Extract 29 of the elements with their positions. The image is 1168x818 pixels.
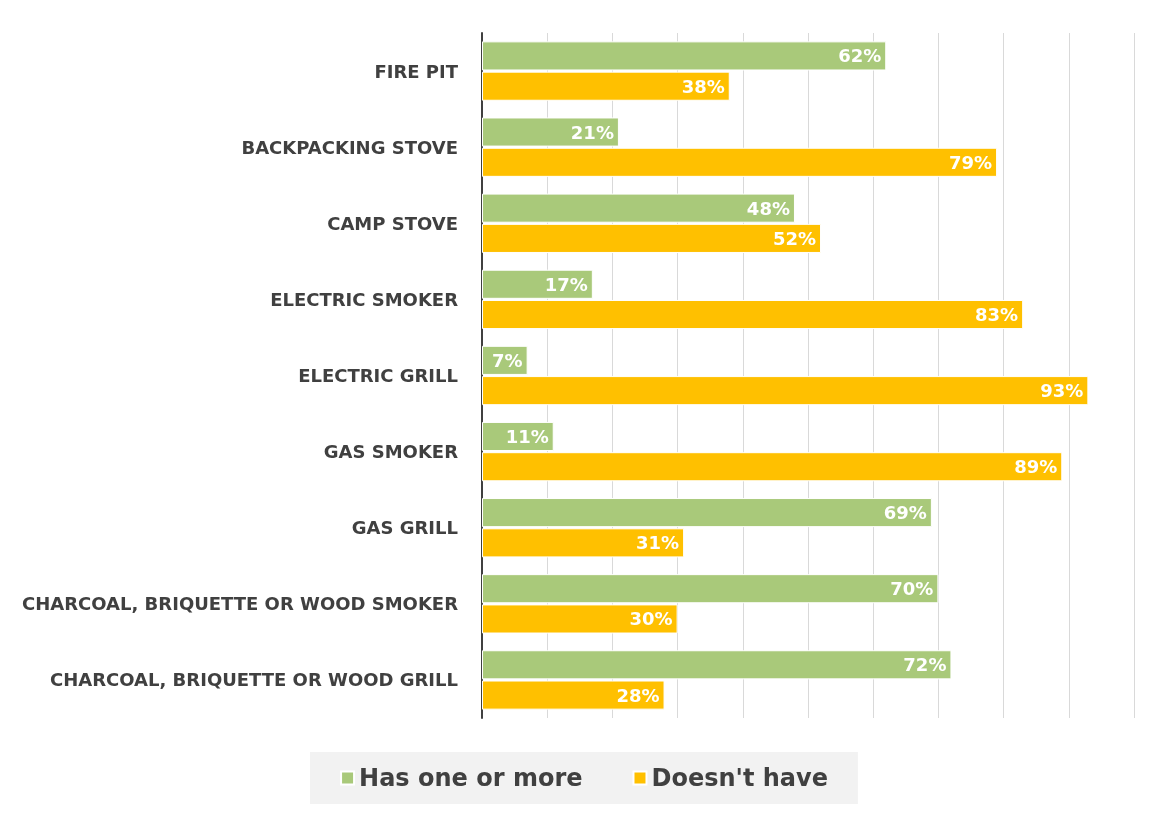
data-label: 72% [903,654,947,676]
data-label: 70% [890,578,934,600]
data-label: 21% [570,121,614,143]
y-tick-label: CHARCOAL, BRIQUETTE OR WOOD SMOKER [22,593,459,615]
legend-label: Doesn't have [651,764,828,792]
legend-label: Has one or more [359,764,583,792]
data-label: 11% [505,425,549,447]
data-label: 69% [883,502,927,524]
data-label: 28% [616,684,660,706]
data-label: 52% [772,227,817,249]
y-tick-label: CAMP STOVE [327,212,458,234]
data-label: 79% [948,151,993,173]
data-label: 17% [544,273,588,295]
data-label: 89% [1014,456,1058,478]
data-label: 31% [636,532,680,554]
y-tick-label: GAS GRILL [351,517,458,539]
data-label: 30% [629,608,673,630]
y-tick-label: BACKPACKING STOVE [241,136,458,158]
y-tick-label: CHARCOAL, BRIQUETTE OR WOOD GRILL [50,669,458,691]
y-tick-label: ELECTRIC SMOKER [270,288,459,310]
data-label: 83% [975,304,1019,326]
y-tick-label: GAS SMOKER [323,441,459,463]
data-label: 62% [838,45,882,67]
data-label: 48% [746,197,790,219]
y-tick-label: ELECTRIC GRILL [298,365,458,386]
data-label: 38% [681,75,725,97]
y-tick-label: FIRE PIT [374,60,459,82]
data-label: 93% [1040,380,1084,402]
data-label: 7% [492,349,523,371]
